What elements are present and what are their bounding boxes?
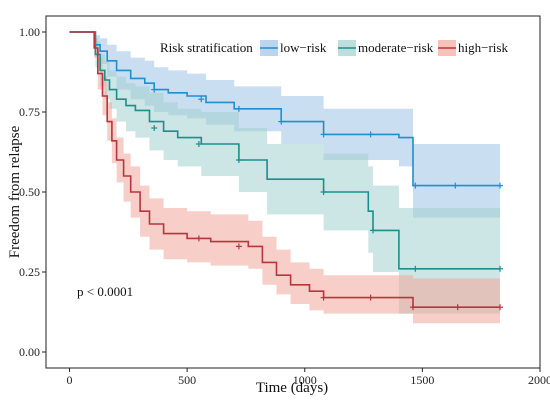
x-tick-label: 2000 xyxy=(528,373,550,387)
legend-item: moderate−risk xyxy=(338,40,434,56)
y-tick-label: 0.50 xyxy=(19,185,40,199)
p-value-annotation: p < 0.0001 xyxy=(77,284,133,299)
y-tick-label: 0.75 xyxy=(19,105,40,119)
censor-mark xyxy=(367,294,374,301)
censor-mark xyxy=(151,86,158,93)
x-tick-label: 1500 xyxy=(410,373,434,387)
x-tick-label: 0 xyxy=(67,373,73,387)
censor-mark xyxy=(412,182,419,189)
confidence-band-2 xyxy=(69,32,500,324)
censor-mark xyxy=(235,105,242,112)
censor-mark xyxy=(367,131,374,138)
censor-marks xyxy=(151,86,504,311)
censor-mark xyxy=(278,118,285,125)
censor-mark xyxy=(409,304,416,311)
censor-mark xyxy=(454,304,461,311)
censor-mark xyxy=(497,304,504,311)
censor-mark xyxy=(195,141,202,147)
legend-label: moderate−risk xyxy=(358,40,434,55)
survival-curve-1 xyxy=(69,31,500,270)
legend: Risk stratification low−risk moderate−ris… xyxy=(160,40,508,56)
censor-mark xyxy=(235,243,242,250)
censor-mark xyxy=(235,157,242,163)
censor-mark xyxy=(497,265,504,272)
censor-mark xyxy=(497,182,504,189)
censor-mark xyxy=(198,96,205,103)
legend-label: high−risk xyxy=(458,40,508,55)
censor-mark xyxy=(195,235,202,242)
censor-mark xyxy=(412,265,419,272)
survival-curves xyxy=(69,31,500,308)
x-tick-label: 1000 xyxy=(293,373,317,387)
censor-mark xyxy=(151,125,158,131)
y-tick-label: 0.00 xyxy=(19,345,40,359)
censor-mark xyxy=(452,182,459,189)
legend-item: low−risk xyxy=(260,40,327,56)
confidence-band-0 xyxy=(69,32,500,218)
y-tick-label: 0.25 xyxy=(19,265,40,279)
survival-curve-0 xyxy=(69,31,500,187)
legend-item: high−risk xyxy=(438,40,508,56)
confidence-bands xyxy=(69,32,500,324)
censor-mark xyxy=(320,189,327,195)
x-tick-label: 500 xyxy=(178,373,196,387)
survival-curve-2 xyxy=(69,31,500,308)
y-tick-label: 1.00 xyxy=(19,25,40,39)
censor-mark xyxy=(369,227,376,234)
censor-mark xyxy=(320,131,327,138)
axes: 0 500 1000 1500 2000 0.00 0.25 0.50 0.75 1.00 xyxy=(19,15,550,387)
legend-label: low−risk xyxy=(280,40,327,55)
y-axis-label: Freedom from relapse xyxy=(7,125,23,258)
legend-title: Risk stratification xyxy=(160,40,253,55)
censor-mark xyxy=(320,294,327,301)
x-axis-label: Time (days) xyxy=(256,380,328,396)
confidence-band-1 xyxy=(69,32,500,314)
